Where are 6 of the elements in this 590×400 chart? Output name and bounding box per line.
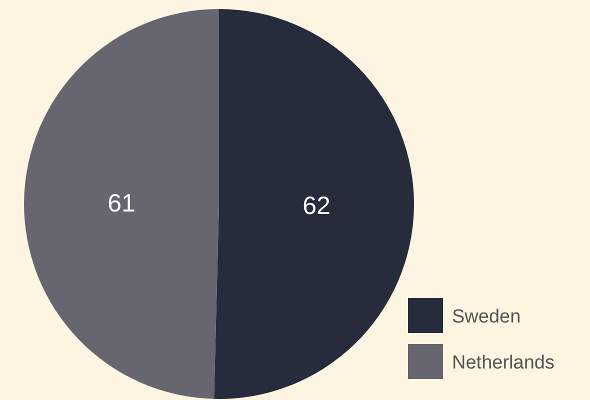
data-label: 61	[108, 190, 136, 218]
legend-label: Netherlands	[452, 352, 554, 374]
data-label: 62	[302, 192, 330, 220]
legend-label: Sweden	[452, 306, 521, 328]
pie-slice	[214, 9, 414, 399]
pie-slice	[24, 9, 219, 399]
